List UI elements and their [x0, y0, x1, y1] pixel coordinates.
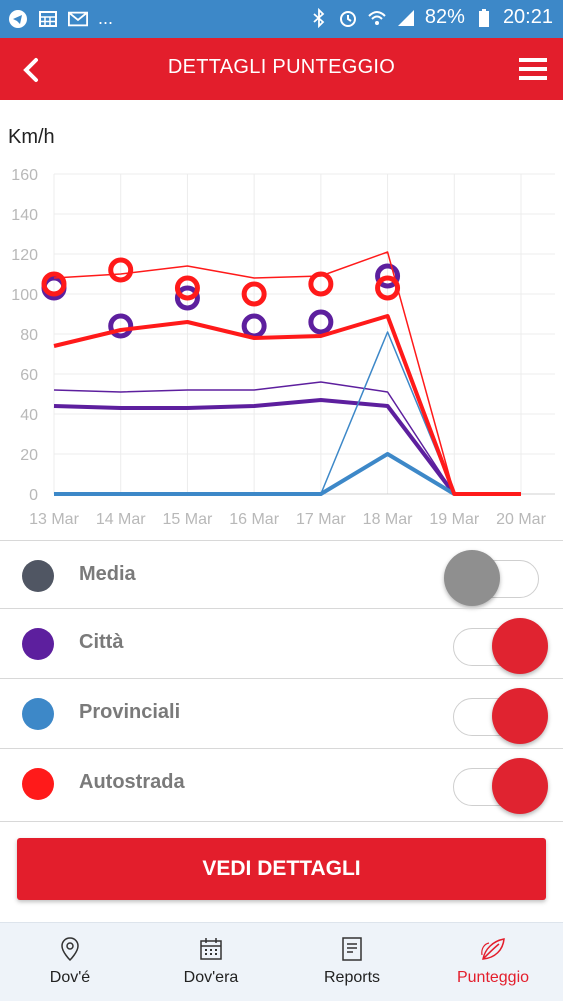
series-line [53, 314, 521, 496]
status-bar: ... 82% 20:21 [0, 0, 563, 38]
x-tick-label: 16 Mar [229, 511, 279, 528]
toggle-thumb [492, 688, 548, 744]
x-tick-label: 17 Mar [296, 511, 346, 528]
bottom-navigation: Dov'é Dov'era Reports Punteggio [0, 922, 563, 1001]
nav-label: Reports [323, 969, 381, 986]
hamburger-menu-icon [519, 58, 547, 80]
y-tick-label: 0 [29, 487, 38, 504]
more-notifications-text: ... [98, 8, 114, 28]
data-point [308, 309, 334, 335]
nav-item-dove[interactable]: Dov'é [0, 923, 140, 1001]
report-icon [342, 937, 362, 961]
legend-label: Città [79, 631, 124, 653]
legend-row: Città [0, 608, 563, 679]
y-tick-label: 60 [20, 367, 38, 384]
y-tick-label: 80 [20, 327, 38, 344]
y-tick-label: 20 [20, 447, 38, 464]
nav-item-dovera[interactable]: Dov'era [141, 923, 281, 1001]
view-details-button[interactable]: VEDI DETTAGLI [17, 838, 546, 900]
battery-icon [474, 8, 494, 28]
legend-color-dot [22, 628, 54, 660]
x-tick-label: 13 Mar [29, 511, 79, 528]
legend-label: Autostrada [79, 771, 185, 793]
legend-color-dot [22, 768, 54, 800]
y-tick-label: 140 [11, 207, 38, 224]
y-tick-label: 120 [11, 247, 38, 264]
clock: 20:21 [502, 6, 553, 28]
alarm-icon [338, 8, 358, 28]
bluetooth-icon [309, 7, 329, 28]
calendar-icon [200, 938, 222, 960]
toggle-thumb [492, 618, 548, 674]
legend-color-dot [22, 698, 54, 730]
data-point [174, 275, 200, 301]
legend-toggle-switch[interactable] [444, 550, 539, 606]
page-title: DETTAGLI PUNTEGGIO [167, 56, 396, 78]
legend-toggle-switch[interactable] [453, 618, 548, 674]
chevron-left-icon [23, 58, 38, 82]
legend-color-dot [22, 560, 54, 592]
telegram-icon [8, 9, 28, 29]
y-tick-label: 100 [11, 287, 38, 304]
nav-item-reports[interactable]: Reports [282, 923, 422, 1001]
menu-button[interactable] [517, 54, 549, 84]
y-tick-label: 160 [11, 167, 38, 184]
signal-icon [396, 8, 416, 28]
nav-item-punteggio[interactable]: Punteggio [423, 923, 563, 1001]
calendar-grid-icon [38, 9, 58, 29]
wifi-icon [367, 8, 387, 28]
legend-label: Media [79, 563, 136, 585]
nav-label: Dov'era [183, 969, 239, 986]
nav-label: Dov'é [49, 969, 91, 986]
data-point [108, 313, 134, 339]
x-tick-label: 20 Mar [496, 511, 546, 528]
toggle-thumb [492, 758, 548, 814]
y-tick-label: 40 [20, 407, 38, 424]
series-line [53, 381, 455, 495]
x-tick-label: 15 Mar [163, 511, 213, 528]
series-line [53, 251, 521, 495]
app-bar: DETTAGLI PUNTEGGIO [0, 38, 563, 100]
legend-toggle-switch[interactable] [453, 688, 548, 744]
x-tick-label: 14 Mar [96, 511, 146, 528]
legend-toggle-switch[interactable] [453, 758, 548, 814]
data-point [174, 285, 200, 311]
y-axis-label: Km/h [8, 126, 55, 148]
data-point [308, 271, 334, 297]
legend-row: Provinciali [0, 678, 563, 749]
legend-row: Media [0, 540, 563, 611]
x-tick-label: 19 Mar [429, 511, 479, 528]
x-tick-label: 18 Mar [363, 511, 413, 528]
speed-chart: 0 20 40 60 80 100 120 140 160 13 Mar 14 Mar 15 Mar 1… [11, 167, 555, 528]
series-line [53, 398, 456, 496]
data-point [108, 257, 134, 283]
battery-percent: 82% [424, 6, 465, 28]
nav-label: Punteggio [456, 969, 530, 986]
toggle-thumb [444, 550, 500, 606]
leaf-icon [481, 938, 505, 960]
legend-row: Autostrada [0, 748, 563, 822]
data-point [375, 275, 401, 301]
back-button[interactable] [14, 52, 50, 88]
series-line [54, 331, 455, 495]
gmail-icon [68, 9, 88, 29]
data-point [375, 263, 401, 289]
legend-label: Provinciali [79, 701, 181, 723]
location-pin-icon [61, 937, 79, 962]
data-point [41, 271, 67, 297]
data-point [241, 281, 267, 307]
